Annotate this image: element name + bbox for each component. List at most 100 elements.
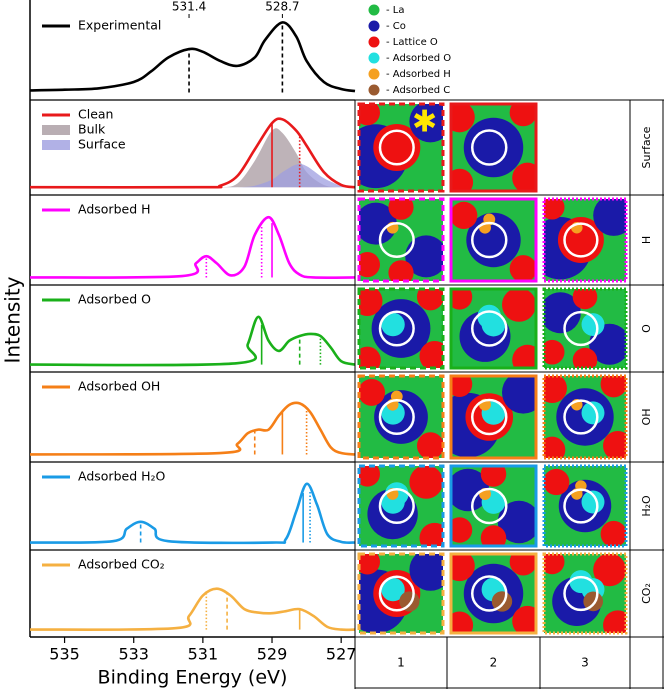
atom xyxy=(388,260,414,281)
atom xyxy=(480,525,507,546)
atom xyxy=(544,339,565,365)
atom xyxy=(451,104,475,133)
atom xyxy=(359,346,381,368)
atom xyxy=(544,199,565,220)
legend-dot xyxy=(368,84,380,96)
row-label: OH xyxy=(640,409,653,426)
site-ring xyxy=(471,310,508,347)
structure-cell xyxy=(542,552,628,635)
atom xyxy=(544,376,567,404)
atom xyxy=(451,611,474,633)
star: ✱ xyxy=(412,105,437,140)
legend-label: - Adsorbed H xyxy=(386,69,451,80)
cell-border xyxy=(449,374,538,460)
atom xyxy=(359,466,380,487)
site-ring xyxy=(378,487,415,525)
adsorbate xyxy=(581,313,605,337)
x-tick-label: 533 xyxy=(118,645,149,664)
spectrum-line xyxy=(29,117,356,189)
x-axis-label: Binding Energy (eV) xyxy=(98,667,288,689)
atom xyxy=(451,554,475,582)
cell-border xyxy=(449,197,538,283)
atom xyxy=(451,468,490,512)
atom xyxy=(463,117,524,178)
legend-label: Adsorbed H xyxy=(78,202,151,217)
atom xyxy=(480,466,507,487)
structure-cell xyxy=(449,552,538,635)
top-tick-label: 528.7 xyxy=(265,0,299,14)
cell-border xyxy=(449,287,538,370)
structure-cell xyxy=(542,464,628,548)
component-area xyxy=(30,128,355,188)
cell-border xyxy=(357,197,445,283)
atom xyxy=(359,289,383,316)
row-label: O xyxy=(640,324,653,333)
spectrum-line xyxy=(29,482,356,545)
structure-cell xyxy=(449,197,538,283)
atom xyxy=(416,432,443,458)
structure-cell xyxy=(357,287,445,370)
site-ring xyxy=(471,221,508,259)
structure-cell xyxy=(542,374,628,460)
atom xyxy=(512,162,536,191)
structure-cell: ✱ xyxy=(357,102,445,193)
legend-label: Clean xyxy=(78,107,113,122)
site-ring xyxy=(471,398,508,436)
atom xyxy=(419,522,443,546)
atom xyxy=(359,104,380,126)
atom xyxy=(359,554,380,575)
atom xyxy=(509,554,536,576)
legend-dot xyxy=(368,68,380,80)
site-ring xyxy=(378,129,415,166)
atom xyxy=(544,436,566,458)
cell-border xyxy=(449,552,538,635)
site-ring xyxy=(378,221,415,259)
atom xyxy=(603,430,626,458)
atom xyxy=(359,378,386,406)
atom xyxy=(544,554,565,575)
site-ring xyxy=(378,398,415,436)
atom xyxy=(509,104,536,127)
component-area xyxy=(30,164,355,188)
legend-label: - Co xyxy=(386,21,406,32)
column-label: 1 xyxy=(397,656,405,670)
atom xyxy=(512,605,536,633)
site-ring xyxy=(378,310,415,347)
atom xyxy=(451,201,478,229)
structure-cell xyxy=(357,374,445,460)
legend-label: Adsorbed O xyxy=(78,292,151,307)
atom xyxy=(593,199,626,236)
legend-label: Bulk xyxy=(78,122,106,137)
atom xyxy=(451,517,473,543)
adsorbate xyxy=(381,312,405,337)
legend-label: Adsorbed OH xyxy=(78,379,160,394)
atom xyxy=(593,554,626,587)
spectrum-line xyxy=(29,587,356,632)
cell-border xyxy=(542,374,628,460)
cell-border xyxy=(357,552,445,635)
atom xyxy=(359,202,397,245)
site-ring xyxy=(563,399,599,435)
y-axis-label: Intensity xyxy=(1,276,25,363)
adsorbate xyxy=(381,577,405,602)
cell-border xyxy=(449,102,538,193)
atom xyxy=(512,344,536,368)
legend-label: - Adsorbed O xyxy=(386,53,451,64)
legend-swatch xyxy=(42,125,70,135)
atom xyxy=(509,255,536,281)
atom xyxy=(600,376,626,398)
adsorbate xyxy=(581,401,605,425)
legend-dot xyxy=(368,20,380,32)
atom xyxy=(544,468,570,496)
spectrum-line xyxy=(29,215,356,279)
structure-cell xyxy=(449,102,538,193)
legend-label: - Adsorbed C xyxy=(386,85,450,96)
site-ring xyxy=(563,575,599,612)
column-label: 3 xyxy=(581,656,589,670)
legend-dot xyxy=(368,36,380,48)
legend-label: - Lattice O xyxy=(386,37,438,48)
spectrum-line xyxy=(29,21,356,93)
cell-border xyxy=(357,287,445,370)
atom xyxy=(409,466,443,499)
